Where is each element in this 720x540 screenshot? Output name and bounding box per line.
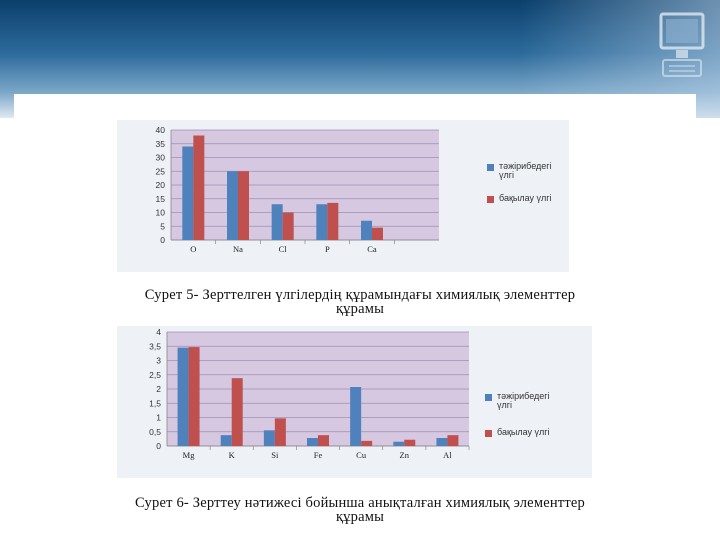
chart-2-bar-Si-series-2 xyxy=(274,418,286,446)
chart-2-y-tick-label: 3,5 xyxy=(149,341,161,351)
chart-2-x-tick-label-Si: Si xyxy=(271,450,279,460)
chart-1-bar-O-series-2 xyxy=(193,135,205,240)
chart-2: 0 0,5 1 1,5 2 2,5 3 3,5 4 Mg K Si Fe Cu Zn Al xyxy=(149,327,470,460)
chart-1-x-tick-label-Cl: Cl xyxy=(279,244,288,254)
figure-2-caption: Сурет 6- Зерттеу нәтижесі бойынша анықта… xyxy=(40,495,680,525)
chart-2-bar-Zn-series-1 xyxy=(393,441,405,446)
content-strip xyxy=(14,94,696,124)
chart-2-bar-Cu-series-1 xyxy=(350,387,362,446)
figure-1-caption-line-1: Сурет 5- Зерттелген үлгілердің құрамында… xyxy=(144,287,576,303)
chart-1-y-tick-label: 40 xyxy=(156,125,166,135)
chart-2-bar-Al-series-1 xyxy=(436,438,448,446)
chart-2-bar-K-series-1 xyxy=(220,435,232,446)
chart-1-legend-item-1: тәжірибедегі үлгі xyxy=(487,162,569,180)
chart-1-bar-Cl-series-2 xyxy=(282,212,294,240)
chart-1: 0 5 10 15 20 25 30 35 40 O Na Cl P Ca xyxy=(156,125,439,254)
chart-2-bar-Fe-series-1 xyxy=(307,438,318,446)
chart-1-bar-P-series-2 xyxy=(327,202,339,240)
figure-1-caption: Сурет 5- Зерттелген үлгілердің құрамында… xyxy=(50,287,670,317)
chart-1-y-tick-label: 25 xyxy=(156,166,166,176)
chart-2-legend-swatch-1 xyxy=(485,394,492,401)
chart-1-y-tick-label: 20 xyxy=(156,180,166,190)
chart-2-x-tick-label-Al: Al xyxy=(443,450,452,460)
chart-2-y-tick-label: 0 xyxy=(156,441,161,451)
chart-1-y-tick-label: 10 xyxy=(156,208,166,218)
chart-2-bar-Al-series-2 xyxy=(447,435,459,446)
chart-2-y-tick-label: 2 xyxy=(156,384,161,394)
chart-2-bar-Fe-series-2 xyxy=(318,435,329,446)
chart-2-x-tick-label-K: K xyxy=(229,450,236,460)
chart-1-x-tick-label-Na: Na xyxy=(233,244,243,254)
figure-2-caption-line-1: Сурет 6- Зерттеу нәтижесі бойынша анықта… xyxy=(135,495,585,511)
chart-1-y-tick-label: 35 xyxy=(156,139,166,149)
chart-2-x-tick-label-Cu: Cu xyxy=(356,450,367,460)
chart-2-bar-Mg-series-1 xyxy=(177,347,189,446)
chart-2-x-tick-label-Mg: Mg xyxy=(183,450,196,460)
chart-2-legend-swatch-2 xyxy=(485,430,492,437)
figure-2-caption-line-2: құрамы xyxy=(335,509,385,525)
chart-1-x-tick-label-P: P xyxy=(325,244,330,254)
chart-1-bar-Na-series-2 xyxy=(238,171,249,240)
chart-1-y-tick-label: 15 xyxy=(156,194,166,204)
chart-1-panel: 0 5 10 15 20 25 30 35 40 O Na Cl P Ca тәжірибедегі үл… xyxy=(117,120,569,272)
chart-2-y-tick-label: 2,5 xyxy=(149,370,161,380)
chart-2-y-tick-label: 1 xyxy=(156,413,161,423)
chart-2-x-tick-label-Fe: Fe xyxy=(314,450,323,460)
chart-1-x-tick-label-Ca: Ca xyxy=(367,244,377,254)
chart-2-legend-label-2: бақылау үлгі xyxy=(497,427,550,437)
chart-1-legend-item-2: бақылау үлгі xyxy=(487,194,569,203)
chart-1-bar-P-series-1 xyxy=(316,204,328,240)
chart-1-legend-label-1: тәжірибедегі үлгі xyxy=(499,161,552,180)
chart-2-bar-K-series-2 xyxy=(231,378,243,446)
chart-1-y-tick-label: 5 xyxy=(160,221,165,231)
chart-1-legend-swatch-2 xyxy=(487,196,494,203)
chart-1-y-tick-label: 30 xyxy=(156,153,166,163)
chart-2-legend-item-2: бақылау үлгі xyxy=(485,428,567,437)
chart-1-bar-Na-series-1 xyxy=(227,171,238,240)
chart-1-bar-Cl-series-1 xyxy=(271,204,283,240)
chart-1-x-tick-label-O: O xyxy=(190,244,196,254)
chart-1-legend-label-2: бақылау үлгі xyxy=(499,193,552,203)
chart-2-y-tick-label: 4 xyxy=(156,327,161,337)
computer-monitor-icon xyxy=(659,12,705,77)
chart-2-bar-Zn-series-2 xyxy=(404,439,416,446)
chart-2-legend-item-1: тәжірибедегі үлгі xyxy=(485,392,567,410)
chart-2-y-tick-label: 3 xyxy=(156,356,161,366)
chart-2-x-tick-label-Zn: Zn xyxy=(400,450,410,460)
chart-1-bar-O-series-1 xyxy=(182,146,194,240)
chart-1-legend-swatch-1 xyxy=(487,164,494,171)
figure-1-caption-line-2: құрамы xyxy=(335,301,385,317)
chart-2-bar-Cu-series-2 xyxy=(361,440,373,446)
chart-2-bar-Mg-series-2 xyxy=(188,347,200,446)
chart-2-legend-label-1: тәжірибедегі үлгі xyxy=(497,391,550,410)
chart-2-y-tick-label: 0,5 xyxy=(149,427,161,437)
chart-2-y-tick-label: 1,5 xyxy=(149,398,161,408)
chart-1-y-tick-label: 0 xyxy=(160,235,165,245)
chart-2-bar-Si-series-1 xyxy=(263,430,275,446)
chart-2-panel: 0 0,5 1 1,5 2 2,5 3 3,5 4 Mg K Si Fe Cu Zn Al тәжірибед… xyxy=(117,326,592,478)
chart-1-bar-Ca-series-1 xyxy=(361,220,372,240)
chart-1-bar-Ca-series-2 xyxy=(372,227,383,240)
